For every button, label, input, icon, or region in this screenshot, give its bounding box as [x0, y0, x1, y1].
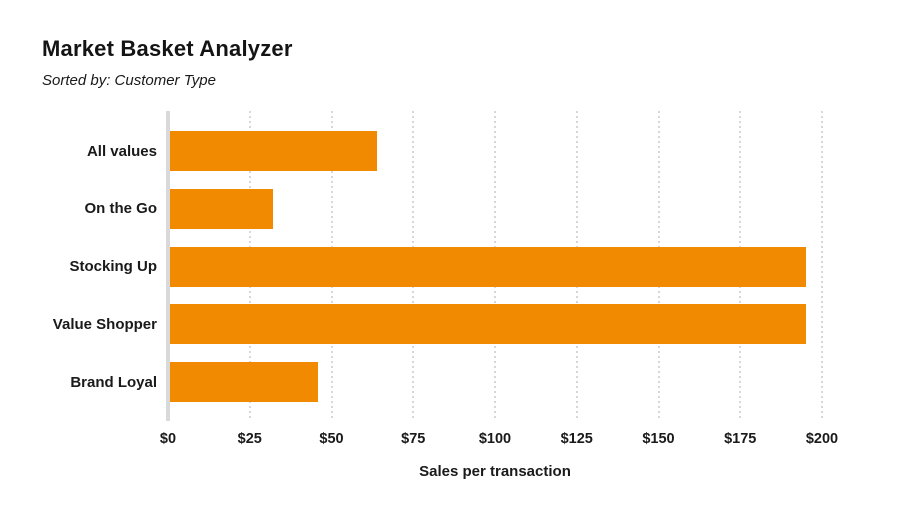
x-tick-label: $125 [560, 431, 593, 447]
bar-chart: All values On the Go Stocking Up Value Shop… [0, 111, 924, 501]
bar-row: Value Shopper [0, 304, 822, 345]
x-axis-title: Sales per transaction [419, 463, 571, 480]
x-tick-label: $150 [642, 431, 675, 447]
bar [170, 362, 319, 402]
x-tick-label: $25 [237, 431, 262, 447]
bar-track [168, 362, 822, 402]
category-label: On the Go [84, 200, 158, 218]
x-tick-label: $175 [724, 431, 757, 447]
category-label: Brand Loyal [70, 373, 157, 391]
x-tick-label: $50 [319, 431, 344, 447]
bar-track [168, 246, 822, 287]
bar-rows: All values On the Go Stocking Up Value Shop… [0, 111, 822, 421]
chart-title: Market Basket Analyzer [42, 36, 293, 61]
x-tick-label: $100 [478, 431, 512, 447]
bar-track [168, 131, 822, 171]
x-tick-label: $200 [805, 431, 839, 447]
bar [170, 246, 806, 287]
bar-row: All values [0, 131, 822, 171]
bar [170, 304, 806, 345]
category-label: Stocking Up [69, 258, 157, 275]
bar-track [168, 304, 822, 345]
bar [170, 188, 273, 229]
x-axis-ticks: $0 $25 $50 $75 $100 $125 $150 $175 $200 [160, 431, 838, 451]
bar-row: Stocking Up [0, 246, 822, 287]
y-axis-line [166, 111, 170, 421]
gridline-200 [821, 111, 823, 421]
bar [170, 131, 378, 171]
x-tick-label: $0 [159, 431, 177, 447]
category-label: Value Shopper [52, 315, 157, 333]
bar-track [168, 188, 822, 229]
bar-row: Brand Loyal [0, 362, 822, 402]
x-tick-label: $75 [401, 431, 426, 447]
chart-subtitle: Sorted by: Customer Type [42, 72, 216, 89]
bar-row: On the Go [0, 188, 822, 229]
category-label: All values [86, 142, 157, 160]
